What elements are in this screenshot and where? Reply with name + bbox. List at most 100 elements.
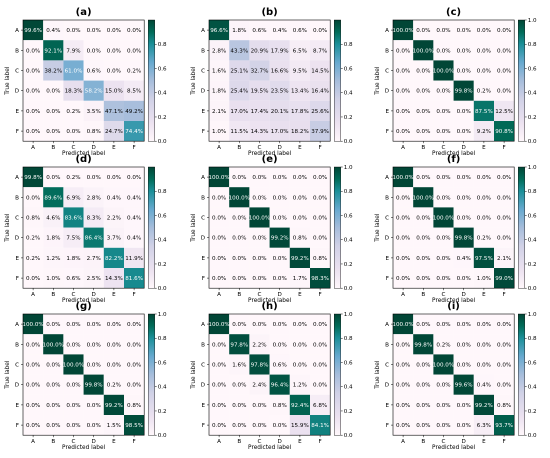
cell-value: 98.5% xyxy=(125,423,143,429)
cell-value: 0.0% xyxy=(107,48,121,54)
y-tick-label: D xyxy=(15,383,19,389)
cell-value: 0.0% xyxy=(107,342,121,348)
matrix-frame xyxy=(22,19,145,142)
colorbar-tick-label: 1.0 xyxy=(158,312,167,318)
matrix-cell xyxy=(413,314,434,335)
cell-value: 0.0% xyxy=(252,423,266,429)
cell-value: 0.0% xyxy=(293,322,307,328)
cell-value: 99.0% xyxy=(495,276,513,282)
matrix-cell xyxy=(23,314,44,335)
cell-value: 99.6% xyxy=(24,28,42,34)
x-tick-label: E xyxy=(112,439,116,445)
cell-value: 0.8% xyxy=(293,236,307,242)
cell-value: 43.3% xyxy=(230,48,248,54)
matrix-cell xyxy=(393,227,414,248)
colorbar-tick-label: 0.2 xyxy=(158,409,167,415)
cell-value: 0.2% xyxy=(436,342,450,348)
y-axis-label: True label xyxy=(191,66,197,96)
cell-value: 0.0% xyxy=(212,363,226,369)
cell-value: 0.0% xyxy=(313,342,327,348)
cell-value: 0.2% xyxy=(26,256,40,262)
matrix-cell xyxy=(453,80,474,101)
cell-value: 2.4% xyxy=(252,383,266,389)
matrix-cell xyxy=(229,354,250,375)
matrix-cell xyxy=(249,415,270,436)
cell-value: 0.0% xyxy=(457,129,471,135)
colorbar-tick-label: 0.0 xyxy=(344,433,353,439)
y-tick-label: B xyxy=(201,342,205,348)
matrix-cell xyxy=(124,354,145,375)
cell-value: 0.0% xyxy=(497,175,511,181)
cell-value: 99.8% xyxy=(455,89,473,95)
cell-value: 0.0% xyxy=(497,69,511,75)
y-tick-label: D xyxy=(201,236,205,242)
matrix-cell xyxy=(269,227,290,248)
y-tick-label: A xyxy=(201,28,205,34)
cell-value: 0.0% xyxy=(477,363,491,369)
matrix-cell xyxy=(289,354,310,375)
y-tick-label: C xyxy=(385,69,389,75)
cell-value: 0.4% xyxy=(127,195,141,201)
matrix-cell xyxy=(289,60,310,81)
colorbar-tick-label: 0.6 xyxy=(158,360,167,366)
colorbar-tick-label: 0.0 xyxy=(344,286,353,292)
cell-value: 0.0% xyxy=(436,48,450,54)
x-axis-label: Predicted label xyxy=(62,298,105,304)
cell-value: 1.0% xyxy=(46,276,60,282)
y-axis-label: True label xyxy=(375,66,381,96)
cell-value: 1.8% xyxy=(212,89,226,95)
cell-value: 0.0% xyxy=(87,175,101,181)
colorbar xyxy=(334,19,341,142)
matrix-cell xyxy=(209,20,230,41)
matrix-cell xyxy=(229,227,250,248)
cell-value: 0.0% xyxy=(436,129,450,135)
matrix-cell xyxy=(473,40,494,61)
cell-value: 37.9% xyxy=(311,129,329,135)
matrix-cell xyxy=(83,394,104,415)
x-tick-label: B xyxy=(51,292,55,298)
matrix-cell xyxy=(103,314,124,335)
y-tick-label: F xyxy=(386,423,389,429)
y-tick-label: B xyxy=(15,48,19,54)
matrix-cell xyxy=(103,354,124,375)
panel-h: (h)100.0% 0.0% 0.0% 0.0% 0.0% 0.0%0.0% 97.8% 2.… xyxy=(191,301,353,451)
matrix-cell xyxy=(453,268,474,289)
colorbar xyxy=(518,313,525,436)
x-tick-label: C xyxy=(258,439,262,445)
cell-value: 0.0% xyxy=(273,423,287,429)
cell-value: 0.2% xyxy=(477,236,491,242)
cell-value: 0.0% xyxy=(252,403,266,409)
cell-value: 0.0% xyxy=(416,256,430,262)
cell-value: 0.2% xyxy=(26,236,40,242)
cell-value: 11.9% xyxy=(125,256,143,262)
matrix-cell xyxy=(209,314,230,335)
matrix-cell xyxy=(23,334,44,355)
matrix-frame xyxy=(22,166,145,289)
colorbar-tick-label: 0.2 xyxy=(528,409,537,415)
cell-value: 49.2% xyxy=(125,109,143,115)
matrix-cell xyxy=(413,374,434,395)
x-tick-label: E xyxy=(112,292,116,298)
colorbar-tick-label: 1.0 xyxy=(528,18,537,24)
cell-value: 0.0% xyxy=(457,216,471,222)
y-tick-label: A xyxy=(201,175,205,181)
matrix-cell xyxy=(433,187,454,208)
x-tick-label: C xyxy=(258,292,262,298)
cell-value: 100.0% xyxy=(392,175,413,181)
cell-value: 97.8% xyxy=(251,363,269,369)
matrix-cell xyxy=(269,314,290,335)
cell-value: 0.0% xyxy=(66,322,80,328)
cell-value: 0.2% xyxy=(66,175,80,181)
y-tick-label: C xyxy=(385,216,389,222)
matrix-cell xyxy=(310,227,331,248)
panel-title: (f) xyxy=(447,154,461,165)
cell-value: 0.0% xyxy=(416,363,430,369)
matrix-cell xyxy=(473,268,494,289)
x-tick-label: D xyxy=(278,145,282,151)
cell-value: 0.0% xyxy=(87,403,101,409)
matrix-cell xyxy=(83,121,104,142)
matrix-cell xyxy=(209,374,230,395)
matrix-cell xyxy=(393,121,414,142)
matrix-cell xyxy=(310,80,331,101)
